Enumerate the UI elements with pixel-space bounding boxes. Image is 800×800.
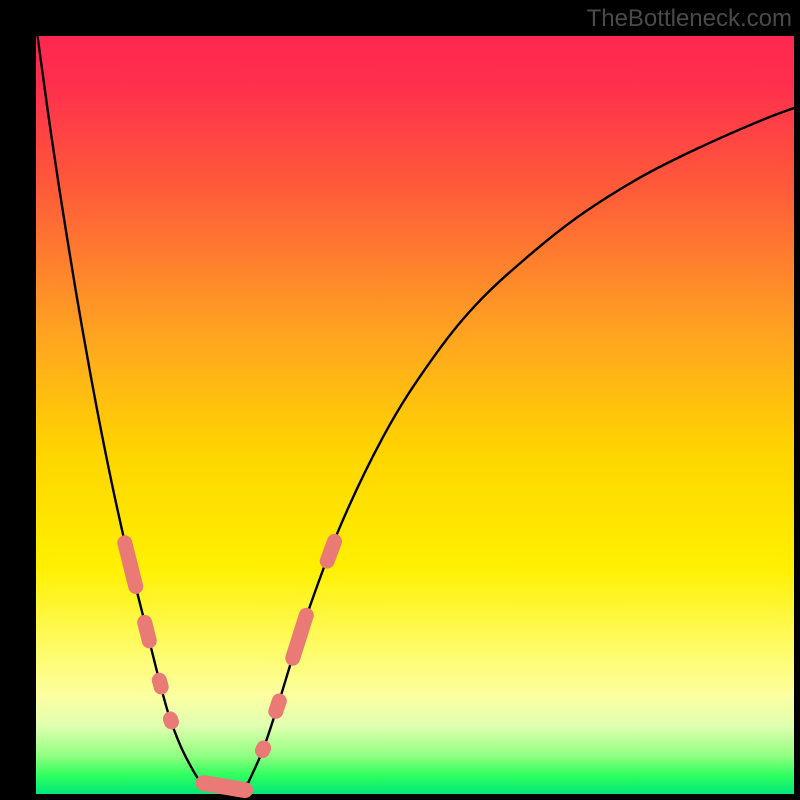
plot-area <box>36 36 794 794</box>
watermark-text: TheBottleneck.com <box>587 5 792 32</box>
chart-root: TheBottleneck.com <box>0 0 800 800</box>
bottleneck-chart: TheBottleneck.com <box>0 0 800 800</box>
